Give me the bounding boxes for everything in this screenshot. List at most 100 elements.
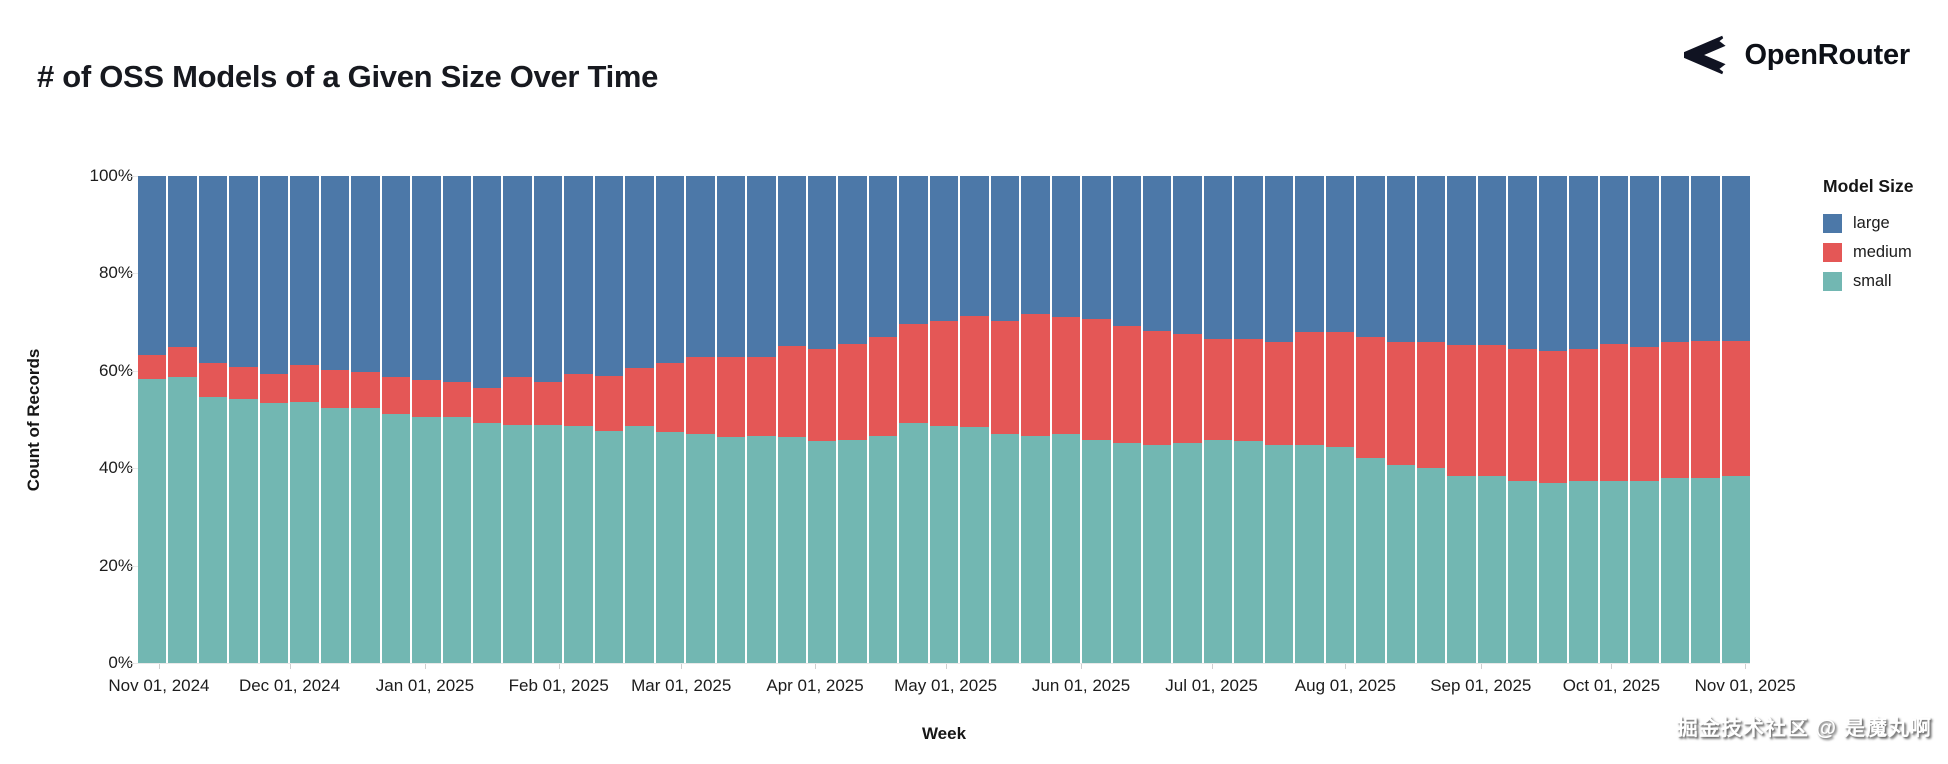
bar-segment-medium bbox=[1142, 330, 1172, 446]
bar-week-2025-08-24 bbox=[1447, 176, 1478, 663]
bar-segment-large bbox=[1173, 176, 1202, 334]
bar-week-2025-05-18 bbox=[1021, 176, 1052, 663]
bar-segment-large bbox=[1203, 176, 1233, 339]
bar-segment-large bbox=[1142, 176, 1172, 331]
bar-week-2025-01-05 bbox=[442, 176, 473, 663]
bar-segment-small bbox=[1386, 465, 1416, 663]
x-tick-mark bbox=[945, 664, 947, 669]
bar-segment-medium bbox=[1569, 348, 1598, 482]
x-tick-label: May 01, 2025 bbox=[894, 676, 998, 695]
gridline bbox=[134, 663, 1750, 664]
bar-segment-medium bbox=[564, 373, 593, 427]
bar-segment-medium bbox=[381, 377, 411, 414]
bar-segment-large bbox=[838, 176, 867, 344]
bar-segment-medium bbox=[442, 382, 471, 418]
bar-segment-small bbox=[1021, 435, 1050, 663]
bar-week-2025-06-22 bbox=[1173, 176, 1204, 663]
bar-segment-large bbox=[777, 176, 806, 347]
x-tick-label: Apr 01, 2025 bbox=[766, 676, 864, 695]
x-tick-label: Nov 01, 2025 bbox=[1694, 676, 1796, 695]
bar-segment-small bbox=[807, 441, 837, 663]
bar-week-2025-10-05 bbox=[1630, 176, 1661, 663]
x-tick-label: Mar 01, 2025 bbox=[631, 676, 732, 695]
bar-week-2025-05-11 bbox=[990, 176, 1022, 663]
bar-segment-large bbox=[716, 176, 746, 357]
x-tick-label: Jan 01, 2025 bbox=[375, 676, 475, 695]
bar-segment-small bbox=[1264, 445, 1294, 663]
bar-segment-small bbox=[259, 403, 289, 663]
openrouter-logo[interactable]: OpenRouter bbox=[1684, 32, 1910, 78]
bar-week-2024-12-29 bbox=[412, 176, 443, 663]
bar-week-2025-01-26 bbox=[533, 176, 565, 663]
bar-segment-medium bbox=[503, 377, 532, 426]
bar-week-2025-08-17 bbox=[1417, 176, 1448, 663]
x-tick-mark bbox=[1480, 664, 1482, 669]
bar-week-2025-03-23 bbox=[777, 176, 808, 663]
bar-week-2024-10-27 bbox=[138, 176, 169, 663]
bar-segment-small bbox=[838, 440, 867, 663]
bar-week-2025-06-08 bbox=[1112, 176, 1143, 663]
bar-segment-large bbox=[1691, 176, 1720, 341]
bar-segment-medium bbox=[1356, 336, 1385, 459]
bar-segment-large bbox=[594, 176, 624, 376]
bar-segment-medium bbox=[1234, 338, 1263, 442]
y-tick-label: 20% bbox=[98, 555, 133, 575]
legend-item-small: small bbox=[1823, 272, 1913, 291]
bar-segment-small bbox=[442, 417, 471, 663]
bar-segment-small bbox=[533, 425, 563, 663]
y-tick-mark bbox=[128, 370, 137, 372]
bar-segment-medium bbox=[1386, 341, 1416, 466]
legend-swatch-large bbox=[1823, 214, 1842, 233]
bar-segment-small bbox=[594, 430, 624, 663]
legend-item-large: large bbox=[1823, 214, 1913, 233]
bar-week-2025-02-02 bbox=[564, 176, 595, 663]
bar-segment-large bbox=[1417, 176, 1446, 342]
bar-segment-medium bbox=[1051, 316, 1081, 435]
bar-segment-small bbox=[320, 408, 350, 663]
y-tick-label: 60% bbox=[98, 360, 133, 380]
bar-week-2025-01-19 bbox=[503, 176, 534, 663]
bar-segment-medium bbox=[716, 356, 746, 437]
bar-segment-medium bbox=[351, 371, 380, 409]
bar-segment-large bbox=[381, 176, 411, 378]
bar-segment-large bbox=[351, 176, 380, 372]
x-tick-label: Feb 01, 2025 bbox=[508, 676, 609, 695]
bar-segment-medium bbox=[1203, 338, 1233, 441]
legend-item-medium: medium bbox=[1823, 243, 1913, 262]
bar-segment-medium bbox=[1599, 344, 1629, 482]
bar-week-2025-10-19 bbox=[1691, 176, 1722, 663]
bar-segment-large bbox=[868, 176, 898, 337]
bar-segment-large bbox=[990, 176, 1020, 321]
bar-week-2025-05-04 bbox=[960, 176, 991, 663]
bar-segment-small bbox=[290, 401, 319, 663]
bar-week-2025-02-09 bbox=[594, 176, 626, 663]
bar-segment-medium bbox=[472, 388, 502, 424]
bar-segment-medium bbox=[594, 375, 624, 431]
x-tick-label: Dec 01, 2024 bbox=[238, 676, 341, 695]
x-tick-mark bbox=[424, 664, 426, 669]
bar-segment-medium bbox=[1417, 341, 1446, 469]
bar-segment-medium bbox=[929, 320, 959, 427]
legend-label: large bbox=[1853, 214, 1890, 232]
x-tick-mark bbox=[289, 664, 291, 669]
bar-week-2025-04-20 bbox=[899, 176, 930, 663]
bar-segment-large bbox=[168, 176, 197, 347]
bar-segment-small bbox=[1417, 468, 1446, 663]
bar-segment-small bbox=[168, 376, 197, 663]
bar-segment-medium bbox=[899, 323, 928, 424]
bar-segment-small bbox=[990, 433, 1020, 663]
bar-segment-medium bbox=[1477, 345, 1507, 477]
bar-segment-large bbox=[229, 176, 258, 367]
bar-segment-large bbox=[1112, 176, 1141, 326]
bar-segment-small bbox=[716, 436, 746, 663]
bar-week-2025-07-20 bbox=[1295, 176, 1326, 663]
bar-week-2025-04-27 bbox=[929, 176, 961, 663]
x-tick-mark bbox=[1081, 664, 1083, 669]
bar-segment-medium bbox=[1508, 348, 1537, 482]
x-tick-label: Aug 01, 2025 bbox=[1294, 676, 1396, 695]
bar-week-2025-06-01 bbox=[1082, 176, 1113, 663]
bar-segment-small bbox=[1691, 477, 1720, 663]
bar-segment-medium bbox=[868, 336, 898, 436]
bar-segment-large bbox=[1477, 176, 1507, 346]
